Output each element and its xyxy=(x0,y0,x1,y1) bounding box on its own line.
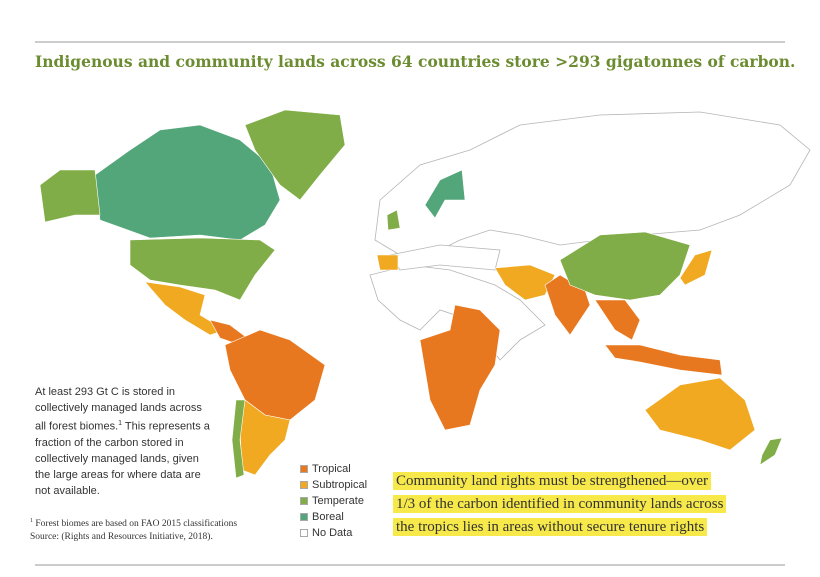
biome-regions xyxy=(39,109,783,479)
callout: Community land rights must be strengthen… xyxy=(393,472,727,542)
spain xyxy=(376,254,399,271)
japan xyxy=(679,249,713,286)
footnote: 1 Forest biomes are based on FAO 2015 cl… xyxy=(30,515,237,544)
title: Indigenous and community lands across 64… xyxy=(35,52,796,71)
legend-item: Tropical xyxy=(300,461,367,477)
usa xyxy=(129,237,276,301)
scandinavia xyxy=(424,169,466,219)
middle-east xyxy=(494,264,556,301)
note-text: This represents a fraction of the carbon… xyxy=(35,420,210,497)
callout-line: 1/3 of the carbon identified in communit… xyxy=(393,495,727,519)
legend-item: Temperate xyxy=(300,493,367,509)
callout-text: 1/3 of the carbon identified in communit… xyxy=(393,495,727,513)
legend-swatch xyxy=(300,513,308,521)
legend-item: No Data xyxy=(300,525,367,541)
callout-text: the tropics lies in areas without secure… xyxy=(393,518,708,536)
legend: Tropical Subtropical Temperate Boreal No Dat… xyxy=(300,461,367,541)
australia xyxy=(644,377,756,451)
greenland xyxy=(244,109,346,201)
indonesia xyxy=(604,344,723,376)
note: At least 293 Gt C is stored in collectiv… xyxy=(35,384,215,499)
alaska xyxy=(39,169,101,223)
uk xyxy=(386,209,401,231)
chile xyxy=(231,399,246,479)
legend-label: No Data xyxy=(312,527,353,539)
callout-line: the tropics lies in areas without secure… xyxy=(393,518,726,542)
china xyxy=(559,231,691,301)
india xyxy=(544,274,591,336)
note-mark: 1 xyxy=(118,420,123,427)
legend-item: Subtropical xyxy=(300,477,367,493)
south-america-tropical xyxy=(224,329,326,421)
footnote-mark: 1 xyxy=(30,518,33,524)
africa-tropical xyxy=(419,304,501,431)
legend-swatch xyxy=(300,497,308,505)
no-data-land xyxy=(369,111,811,361)
legend-label: Temperate xyxy=(312,495,364,507)
legend-label: Subtropical xyxy=(312,479,368,491)
legend-label: Boreal xyxy=(312,511,344,523)
legend-swatch xyxy=(300,465,308,473)
legend-item: Boreal xyxy=(300,509,367,525)
callout-text: Community land rights must be strengthen… xyxy=(393,472,712,490)
footnote-line: 1 Forest biomes are based on FAO 2015 cl… xyxy=(30,515,237,531)
footnote-text: Forest biomes are based on FAO 2015 clas… xyxy=(35,519,238,530)
legend-label: Tropical xyxy=(312,463,351,475)
canada xyxy=(94,124,281,241)
note-text: At least 293 Gt C is stored in collectiv… xyxy=(35,386,202,433)
new-zealand xyxy=(759,437,783,466)
legend-swatch xyxy=(300,481,308,489)
footnote-text: Source: (Rights and Resources Initiative… xyxy=(30,532,213,543)
legend-swatch xyxy=(300,529,308,537)
callout-line: Community land rights must be strengthen… xyxy=(393,472,726,496)
southeast-asia xyxy=(594,299,641,341)
